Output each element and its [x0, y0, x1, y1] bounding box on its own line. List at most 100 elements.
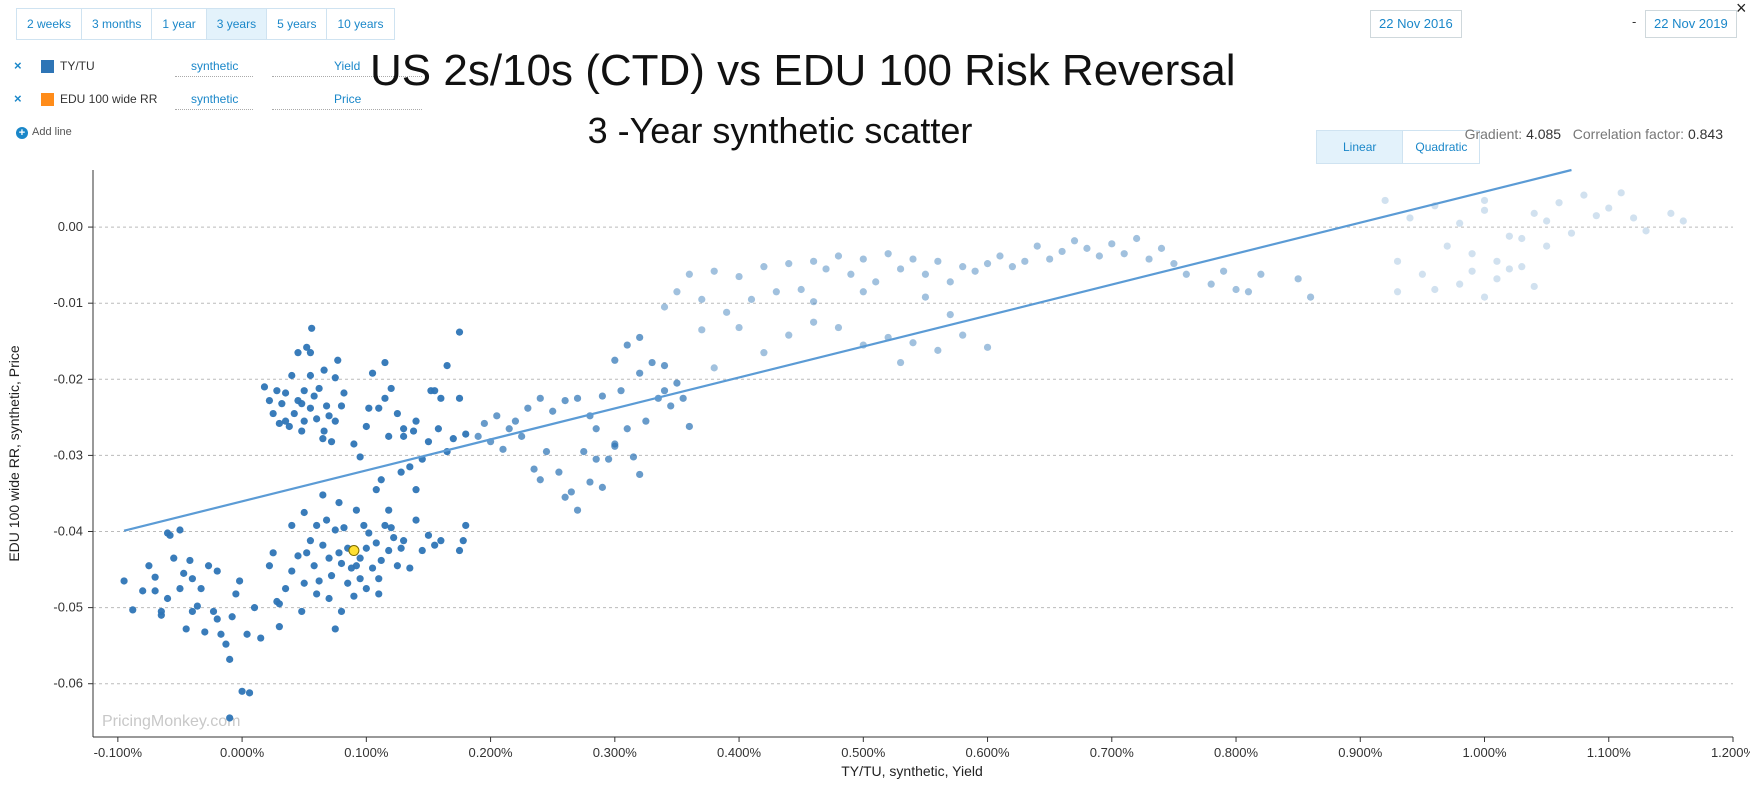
fit-quadratic-button[interactable]: Quadratic [1403, 131, 1480, 163]
scatter-point [1108, 240, 1116, 248]
scatter-point [320, 366, 328, 374]
scatter-point [300, 387, 308, 395]
scatter-point [243, 630, 251, 638]
scatter-point [385, 432, 393, 440]
close-icon[interactable]: × [1736, 0, 1747, 18]
period-1-year-button[interactable]: 1 year [152, 9, 207, 39]
scatter-point [617, 387, 625, 395]
scatter-point [660, 361, 669, 370]
scatter-point [822, 265, 830, 273]
scatter-point [278, 400, 286, 408]
period-3-years-button[interactable]: 3 years [206, 9, 268, 39]
scatter-point [493, 412, 501, 420]
scatter-point [418, 546, 426, 555]
scatter-point [275, 600, 283, 608]
period-10-years-button[interactable]: 10 years [327, 9, 394, 39]
scatter-point [648, 358, 656, 367]
scatter-point [810, 298, 818, 306]
period-5-years-button[interactable]: 5 years [267, 9, 328, 39]
scatter-point [350, 440, 358, 448]
watermark: PricingMonkey.com [102, 713, 240, 730]
scatter-point [518, 432, 526, 440]
period-3-months-button[interactable]: 3 months [82, 9, 153, 39]
scatter-point [337, 607, 346, 616]
scatter-point [397, 468, 405, 476]
fit-linear-button[interactable]: Linear [1317, 131, 1404, 163]
y-tick-label: 0.00 [58, 219, 83, 234]
scatter-point [946, 311, 954, 319]
series-field-select[interactable]: Price [272, 92, 422, 110]
scatter-point [573, 506, 582, 514]
scatter-point [611, 442, 619, 450]
scatter-point [176, 584, 184, 593]
series-type-select[interactable]: synthetic [175, 59, 253, 77]
scatter-point [1220, 267, 1228, 275]
series-field-select[interactable]: Yield [272, 59, 422, 77]
end-date-input[interactable]: 22 Nov 2019 [1645, 10, 1737, 38]
scatter-point [1207, 280, 1215, 288]
scatter-point [313, 415, 321, 423]
scatter-point [698, 326, 706, 334]
remove-series-icon[interactable]: × [14, 58, 22, 73]
scatter-point [431, 541, 439, 549]
scatter-point [320, 427, 328, 435]
scatter-point [884, 250, 892, 258]
x-tick-label: 0.800% [1214, 745, 1259, 760]
scatter-point [1431, 285, 1439, 294]
scatter-point [636, 333, 644, 342]
scatter-point [434, 425, 442, 433]
scatter-point [810, 318, 818, 326]
x-tick-label: 0.300% [593, 745, 638, 760]
add-line-button[interactable]: + Add line [16, 126, 72, 139]
scatter-point [344, 579, 352, 587]
scatter-point [375, 404, 383, 412]
series-color-swatch[interactable] [41, 93, 54, 106]
scatter-point [629, 453, 638, 461]
scatter-point [592, 425, 600, 433]
series-color-swatch[interactable] [41, 60, 54, 73]
remove-series-icon[interactable]: × [14, 91, 22, 106]
scatter-point [685, 270, 693, 278]
scatter-point [310, 562, 318, 570]
period-selector: 2 weeks 3 months 1 year 3 years 5 years … [16, 8, 395, 40]
scatter-point [536, 476, 544, 484]
x-tick-label: 0.500% [841, 745, 886, 760]
scatter-point [443, 361, 451, 370]
scatter-point [1456, 280, 1464, 288]
scatter-point [412, 486, 420, 494]
series-type-select[interactable]: synthetic [175, 92, 253, 110]
y-tick-label: -0.01 [53, 295, 83, 310]
scatter-point [335, 498, 343, 507]
scatter-point [365, 404, 373, 412]
scatter-point [337, 559, 346, 568]
start-date-input[interactable]: 22 Nov 2016 [1370, 10, 1462, 38]
scatter-point [331, 417, 339, 425]
y-tick-label: -0.05 [53, 600, 83, 615]
scatter-point [636, 369, 644, 377]
scatter-point [300, 579, 308, 587]
scatter-point [356, 453, 364, 461]
scatter-point [1518, 263, 1526, 271]
scatter-point [449, 435, 457, 443]
scatter-point [275, 419, 283, 428]
scatter-point [1021, 257, 1029, 265]
scatter-point [1679, 217, 1687, 225]
scatter-point [294, 552, 302, 560]
scatter-point [217, 630, 225, 638]
scatter-point [350, 592, 358, 600]
scatter-point [368, 369, 377, 377]
scatter-point [834, 323, 843, 332]
scatter-point [723, 308, 731, 316]
scatter-point [1555, 199, 1563, 207]
scatter-point [586, 478, 594, 486]
scatter-point [337, 402, 346, 410]
scatter-point [598, 483, 606, 491]
scatter-point [385, 506, 393, 514]
scatter-point [735, 323, 743, 332]
period-2-weeks-button[interactable]: 2 weeks [17, 9, 83, 39]
scatter-point [294, 349, 302, 357]
y-axis-label: EDU 100 wide RR, synthetic, Price [6, 345, 22, 562]
scatter-point [397, 544, 405, 552]
scatter-point [735, 272, 743, 281]
scatter-point [642, 417, 650, 425]
